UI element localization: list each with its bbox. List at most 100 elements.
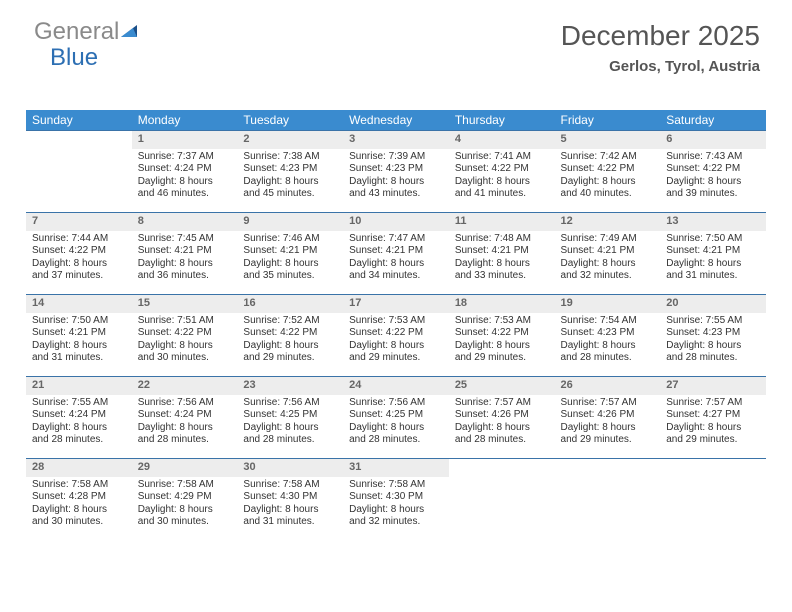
day-number: 11 <box>449 213 555 231</box>
sunrise-line: Sunrise: 7:44 AM <box>32 233 126 246</box>
daylight-line-2: and 31 minutes. <box>243 516 337 529</box>
daylight-line-2: and 28 minutes. <box>138 434 232 447</box>
sunset-line: Sunset: 4:24 PM <box>32 409 126 422</box>
daylight-line-1: Daylight: 8 hours <box>32 504 126 517</box>
daylight-line-2: and 28 minutes. <box>561 352 655 365</box>
calendar-cell <box>555 459 661 541</box>
daylight-line-1: Daylight: 8 hours <box>243 504 337 517</box>
sunrise-line: Sunrise: 7:38 AM <box>243 151 337 164</box>
daylight-line-1: Daylight: 8 hours <box>455 422 549 435</box>
calendar-cell: 18Sunrise: 7:53 AMSunset: 4:22 PMDayligh… <box>449 295 555 377</box>
sunset-line: Sunset: 4:21 PM <box>32 327 126 340</box>
sunset-line: Sunset: 4:22 PM <box>349 327 443 340</box>
sunset-line: Sunset: 4:22 PM <box>666 163 760 176</box>
daylight-line-1: Daylight: 8 hours <box>349 176 443 189</box>
logo-text-gray: General <box>34 18 119 46</box>
daylight-line-2: and 28 minutes. <box>349 434 443 447</box>
calendar-cell <box>26 131 132 213</box>
page-subtitle: Gerlos, Tyrol, Austria <box>561 58 760 75</box>
daylight-line-1: Daylight: 8 hours <box>561 340 655 353</box>
sunset-line: Sunset: 4:22 PM <box>243 327 337 340</box>
daylight-line-1: Daylight: 8 hours <box>349 258 443 271</box>
calendar-cell: 31Sunrise: 7:58 AMSunset: 4:30 PMDayligh… <box>343 459 449 541</box>
weekday-header: Monday <box>132 110 238 131</box>
day-body: Sunrise: 7:58 AMSunset: 4:30 PMDaylight:… <box>237 477 343 535</box>
sunrise-line: Sunrise: 7:41 AM <box>455 151 549 164</box>
daylight-line-2: and 45 minutes. <box>243 188 337 201</box>
daylight-line-1: Daylight: 8 hours <box>349 340 443 353</box>
calendar-body: 1Sunrise: 7:37 AMSunset: 4:24 PMDaylight… <box>26 131 766 541</box>
day-body: Sunrise: 7:57 AMSunset: 4:27 PMDaylight:… <box>660 395 766 453</box>
daylight-line-1: Daylight: 8 hours <box>666 176 760 189</box>
day-number: 26 <box>555 377 661 395</box>
sunrise-line: Sunrise: 7:45 AM <box>138 233 232 246</box>
daylight-line-2: and 43 minutes. <box>349 188 443 201</box>
sunset-line: Sunset: 4:27 PM <box>666 409 760 422</box>
calendar-cell: 26Sunrise: 7:57 AMSunset: 4:26 PMDayligh… <box>555 377 661 459</box>
sunrise-line: Sunrise: 7:54 AM <box>561 315 655 328</box>
day-body: Sunrise: 7:56 AMSunset: 4:25 PMDaylight:… <box>343 395 449 453</box>
day-number: 21 <box>26 377 132 395</box>
daylight-line-1: Daylight: 8 hours <box>666 422 760 435</box>
day-body: Sunrise: 7:58 AMSunset: 4:29 PMDaylight:… <box>132 477 238 535</box>
day-number: 19 <box>555 295 661 313</box>
daylight-line-2: and 30 minutes. <box>138 352 232 365</box>
weekday-header: Wednesday <box>343 110 449 131</box>
sunrise-line: Sunrise: 7:58 AM <box>243 479 337 492</box>
day-body: Sunrise: 7:49 AMSunset: 4:21 PMDaylight:… <box>555 231 661 289</box>
daylight-line-2: and 34 minutes. <box>349 270 443 283</box>
calendar-cell: 24Sunrise: 7:56 AMSunset: 4:25 PMDayligh… <box>343 377 449 459</box>
sunset-line: Sunset: 4:23 PM <box>666 327 760 340</box>
daylight-line-2: and 28 minutes. <box>32 434 126 447</box>
day-body: Sunrise: 7:44 AMSunset: 4:22 PMDaylight:… <box>26 231 132 289</box>
daylight-line-1: Daylight: 8 hours <box>455 176 549 189</box>
day-number: 22 <box>132 377 238 395</box>
daylight-line-2: and 32 minutes. <box>349 516 443 529</box>
sunset-line: Sunset: 4:22 PM <box>138 327 232 340</box>
sunset-line: Sunset: 4:21 PM <box>349 245 443 258</box>
day-number: 15 <box>132 295 238 313</box>
daylight-line-1: Daylight: 8 hours <box>561 422 655 435</box>
day-number: 7 <box>26 213 132 231</box>
sunrise-line: Sunrise: 7:50 AM <box>666 233 760 246</box>
sunset-line: Sunset: 4:28 PM <box>32 491 126 504</box>
daylight-line-1: Daylight: 8 hours <box>138 176 232 189</box>
day-number: 12 <box>555 213 661 231</box>
daylight-line-2: and 28 minutes. <box>455 434 549 447</box>
calendar-cell: 29Sunrise: 7:58 AMSunset: 4:29 PMDayligh… <box>132 459 238 541</box>
daylight-line-1: Daylight: 8 hours <box>138 422 232 435</box>
day-body: Sunrise: 7:57 AMSunset: 4:26 PMDaylight:… <box>555 395 661 453</box>
sunset-line: Sunset: 4:22 PM <box>455 163 549 176</box>
calendar-cell: 27Sunrise: 7:57 AMSunset: 4:27 PMDayligh… <box>660 377 766 459</box>
day-body: Sunrise: 7:55 AMSunset: 4:23 PMDaylight:… <box>660 313 766 371</box>
day-body: Sunrise: 7:48 AMSunset: 4:21 PMDaylight:… <box>449 231 555 289</box>
sunset-line: Sunset: 4:21 PM <box>455 245 549 258</box>
day-number: 10 <box>343 213 449 231</box>
calendar-header: SundayMondayTuesdayWednesdayThursdayFrid… <box>26 110 766 131</box>
sunset-line: Sunset: 4:21 PM <box>561 245 655 258</box>
calendar-cell: 19 Sunrise: 7:54 AMSunset: 4:23 PMDayligh… <box>555 295 661 377</box>
daylight-line-2: and 29 minutes. <box>561 434 655 447</box>
daylight-line-2: and 30 minutes. <box>32 516 126 529</box>
day-number: 16 <box>237 295 343 313</box>
sunrise-line: Sunrise: 7:57 AM <box>666 397 760 410</box>
day-number: 23 <box>237 377 343 395</box>
sunrise-line: Sunrise: 7:53 AM <box>455 315 549 328</box>
calendar-cell: 28Sunrise: 7:58 AMSunset: 4:28 PMDayligh… <box>26 459 132 541</box>
daylight-line-2: and 30 minutes. <box>138 516 232 529</box>
logo-text-blue-wrap: Blue <box>50 44 98 72</box>
sunset-line: Sunset: 4:23 PM <box>561 327 655 340</box>
page-title: December 2025 <box>561 20 760 52</box>
sunset-line: Sunset: 4:26 PM <box>561 409 655 422</box>
sunrise-line: Sunrise: 7:37 AM <box>138 151 232 164</box>
day-body: Sunrise: 7:45 AMSunset: 4:21 PMDaylight:… <box>132 231 238 289</box>
day-number: 6 <box>660 131 766 149</box>
day-body: Sunrise: 7:43 AMSunset: 4:22 PMDaylight:… <box>660 149 766 207</box>
sunset-line: Sunset: 4:22 PM <box>561 163 655 176</box>
daylight-line-2: and 31 minutes. <box>666 270 760 283</box>
weekday-header: Thursday <box>449 110 555 131</box>
day-body: Sunrise: 7:57 AMSunset: 4:26 PMDaylight:… <box>449 395 555 453</box>
sunset-line: Sunset: 4:23 PM <box>243 163 337 176</box>
calendar-cell: 23Sunrise: 7:56 AMSunset: 4:25 PMDayligh… <box>237 377 343 459</box>
calendar-cell: 25Sunrise: 7:57 AMSunset: 4:26 PMDayligh… <box>449 377 555 459</box>
